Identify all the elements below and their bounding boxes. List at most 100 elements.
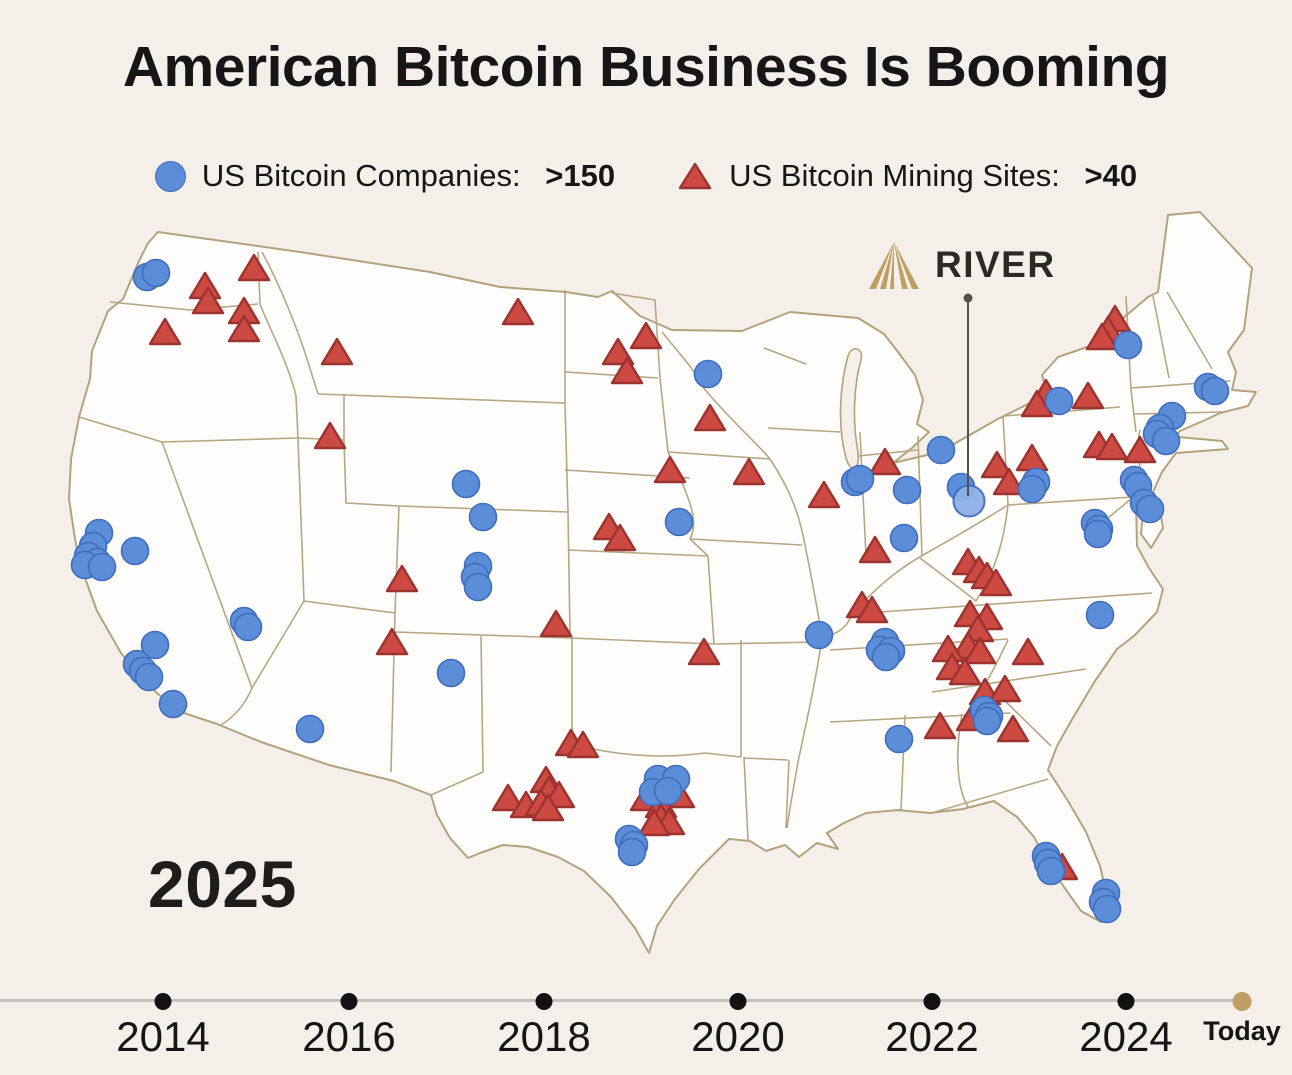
mining-site-marker — [868, 447, 902, 476]
timeline-today-label: Today — [1203, 1016, 1281, 1046]
mining-site-marker — [1020, 389, 1054, 418]
mining-site-marker — [988, 674, 1022, 703]
company-marker — [1200, 376, 1230, 406]
company-marker — [664, 507, 694, 537]
company-marker — [884, 724, 914, 754]
mining-site-marker — [491, 783, 525, 812]
mining-site-marker — [858, 535, 892, 564]
company-marker — [295, 714, 325, 744]
river-pointer-layer — [952, 293, 986, 518]
map-year-label: 2025 — [148, 847, 297, 921]
company-marker — [1017, 474, 1047, 504]
mining-site-marker — [653, 455, 687, 484]
company-marker — [463, 572, 493, 602]
company-marker — [120, 536, 150, 566]
company-marker — [1036, 856, 1066, 886]
mining-site-marker — [1095, 432, 1129, 461]
timeline-year-label: 2016 — [302, 1013, 396, 1060]
mining-site-marker — [501, 297, 535, 326]
mining-site-marker — [1123, 435, 1157, 464]
company-marker — [693, 359, 723, 389]
timeline-year-label: 2024 — [1079, 1013, 1173, 1060]
legend-item-mining: US Bitcoin Mining Sites: >40 — [677, 158, 1137, 194]
timeline-dot-today — [1232, 992, 1252, 1011]
mining-site-marker — [385, 564, 419, 593]
company-marker — [845, 464, 875, 494]
timeline-year-label: 2022 — [885, 1013, 979, 1060]
company-marker — [134, 662, 164, 692]
company-marker — [233, 612, 263, 642]
company-marker — [141, 258, 171, 288]
river-logo: RIVER — [866, 239, 1056, 291]
mining-site-marker — [320, 337, 354, 366]
company-marker — [1113, 330, 1143, 360]
company-marker — [804, 620, 834, 650]
mining-site-marker — [687, 637, 721, 666]
mining-site-marker — [191, 286, 225, 315]
timeline-year-label: 2014 — [116, 1013, 210, 1060]
legend-companies-value: >150 — [545, 158, 616, 193]
mining-site-marker — [603, 523, 637, 552]
mining-site-marker — [980, 450, 1014, 479]
mining-site-marker — [610, 356, 644, 385]
company-marker — [653, 776, 683, 806]
company-marker — [87, 552, 117, 582]
river-fan-icon — [869, 242, 919, 289]
mining-site-marker — [1085, 322, 1119, 351]
legend-mining-label: US Bitcoin Mining Sites: — [729, 158, 1069, 193]
mining-site-marker — [313, 421, 347, 450]
company-marker — [889, 523, 919, 553]
legend: US Bitcoin Companies: >150 US Bitcoin Mi… — [0, 158, 1292, 194]
company-marker — [158, 689, 188, 719]
company-marker — [1044, 386, 1074, 416]
mining-site-marker — [601, 337, 635, 366]
legend-companies-label: US Bitcoin Companies: — [201, 158, 530, 193]
mining-site-marker — [996, 714, 1030, 743]
company-circle-icon — [154, 160, 186, 192]
company-marker — [468, 502, 498, 532]
mining-site-marker — [693, 403, 727, 432]
company-marker — [1083, 519, 1113, 549]
mining-site-marker — [629, 321, 663, 350]
timeline-dot-2022 — [923, 993, 941, 1010]
company-marker — [140, 630, 170, 660]
mining-site-marker — [1011, 637, 1045, 666]
company-marker — [451, 469, 481, 499]
mining-site-marker — [948, 657, 982, 686]
mining-site-marker — [237, 253, 271, 282]
lake-michigan — [839, 348, 863, 470]
mining-site-marker — [855, 595, 889, 624]
timeline-dot-2014 — [154, 993, 172, 1010]
company-marker — [1151, 426, 1181, 456]
mining-site-marker — [979, 568, 1013, 597]
page-title: American Bitcoin Business Is Booming — [122, 35, 1170, 99]
mining-site-marker — [1071, 381, 1105, 410]
company-marker — [1092, 894, 1122, 924]
mining-site-marker — [963, 636, 997, 665]
company-marker — [972, 706, 1002, 736]
mining-site-marker — [375, 627, 409, 656]
us-map-outline — [68, 211, 1257, 954]
legend-mining-value: >40 — [1084, 158, 1138, 193]
company-marker — [617, 837, 647, 867]
state-borders — [78, 251, 1231, 841]
timeline-dot-2024 — [1117, 993, 1135, 1010]
mining-site-marker — [148, 317, 182, 346]
timeline-dot-2018 — [535, 993, 553, 1010]
company-marker — [871, 642, 901, 672]
mining-site-marker — [227, 314, 261, 343]
mining-site-marker — [531, 793, 565, 822]
company-marker — [926, 435, 956, 465]
company-marker — [1085, 600, 1115, 630]
timeline-dot-2016 — [340, 993, 358, 1010]
company-marker — [436, 658, 466, 688]
legend-item-companies: US Bitcoin Companies: >150 — [154, 158, 616, 194]
mining-site-marker — [807, 480, 841, 509]
company-marker — [1135, 494, 1165, 524]
timeline-dot-2020 — [729, 993, 747, 1010]
company-markers-layer — [70, 258, 1230, 924]
river-logo-text: RIVER — [935, 244, 1056, 285]
mining-site-marker — [539, 609, 573, 638]
company-marker — [892, 475, 922, 505]
